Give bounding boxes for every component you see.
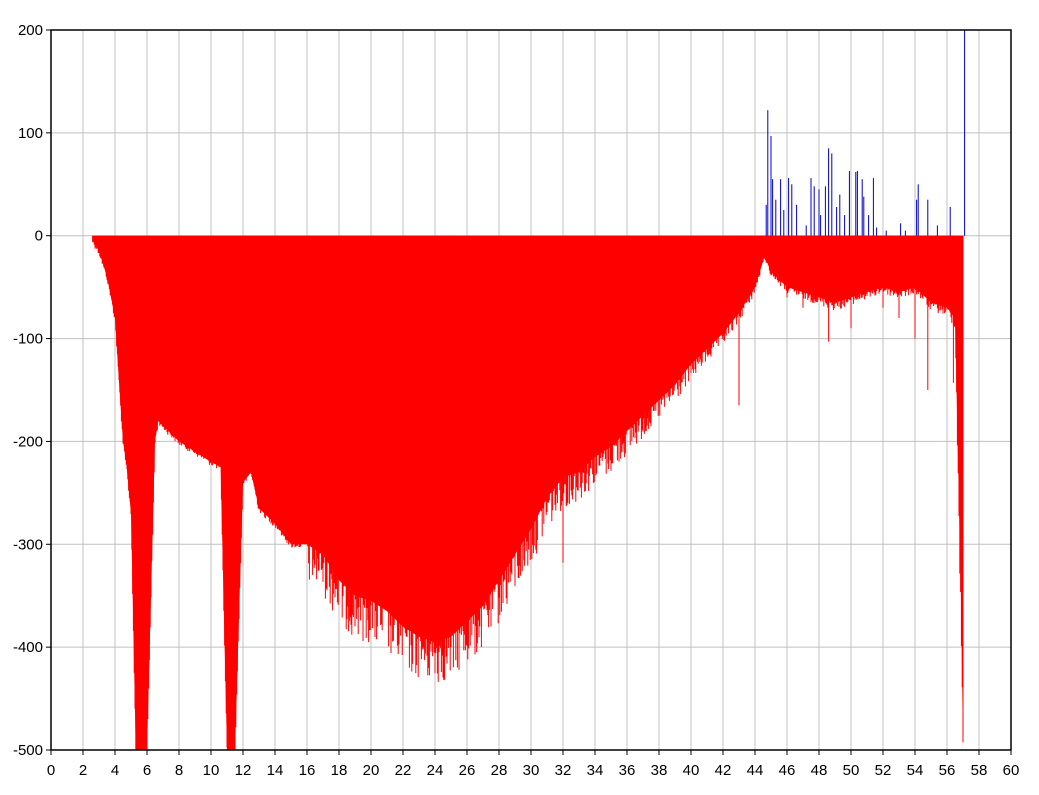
x-tick-label: 16	[299, 762, 316, 779]
x-tick-label: 2	[79, 762, 87, 779]
x-tick-label: 34	[587, 762, 604, 779]
x-tick-label: 24	[427, 762, 444, 779]
x-tick-label: 50	[843, 762, 860, 779]
x-tick-label: 6	[143, 762, 151, 779]
y-tick-label: 0	[35, 228, 43, 245]
x-tick-label: 60	[1003, 762, 1020, 779]
x-tick-label: 42	[715, 762, 732, 779]
x-tick-label: 10	[203, 762, 220, 779]
x-tick-label: 0	[47, 762, 55, 779]
y-tick-label: -500	[13, 742, 43, 759]
y-tick-label: -100	[13, 331, 43, 348]
x-tick-label: 58	[971, 762, 988, 779]
x-tick-label: 8	[175, 762, 183, 779]
negative-bars	[92, 235, 964, 750]
x-tick-label: 28	[491, 762, 508, 779]
y-tick-label: -200	[13, 433, 43, 450]
x-tick-label: 26	[459, 762, 476, 779]
x-tick-label: 30	[523, 762, 540, 779]
x-tick-label: 46	[779, 762, 796, 779]
x-tick-label: 48	[811, 762, 828, 779]
x-tick-label: 54	[907, 762, 924, 779]
axes	[46, 29, 1012, 755]
y-tick-label: -400	[13, 639, 43, 656]
x-tick-label: 18	[331, 762, 348, 779]
x-tick-label: 4	[111, 762, 119, 779]
positive-bars	[765, 30, 966, 236]
x-tick-label: 12	[235, 762, 252, 779]
x-tick-label: 44	[747, 762, 764, 779]
x-tick-label: 22	[395, 762, 412, 779]
y-tick-label: 100	[18, 125, 43, 142]
x-tick-label: 14	[267, 762, 284, 779]
x-tick-labels: 0 2 4 6 8 10 12 14 16 18 20 22 24 26 28 30 32 34 36 38 40 42 4…	[47, 762, 1020, 779]
y-tick-label: -300	[13, 536, 43, 553]
y-tick-label: 200	[18, 22, 43, 39]
x-tick-label: 32	[555, 762, 572, 779]
x-tick-label: 52	[875, 762, 892, 779]
x-tick-label: 56	[939, 762, 956, 779]
y-tick-labels: 200 100 0 -100 -200 -300 -400 -500	[13, 22, 43, 759]
x-tick-label: 38	[651, 762, 668, 779]
x-tick-label: 20	[363, 762, 380, 779]
x-tick-label: 36	[619, 762, 636, 779]
x-tick-label: 40	[683, 762, 700, 779]
